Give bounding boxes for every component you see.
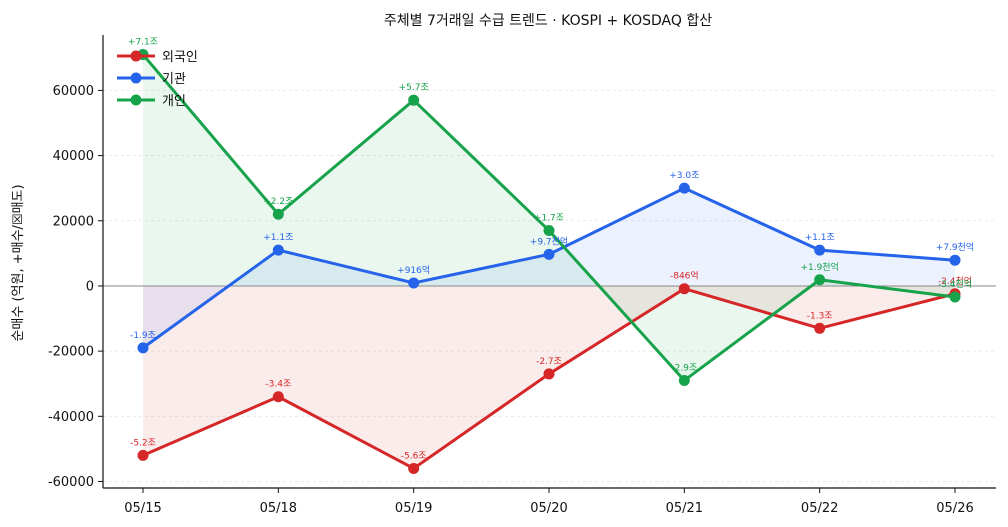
- legend-swatch-marker: [130, 94, 142, 106]
- data-point: [678, 182, 690, 194]
- data-point: [543, 368, 555, 380]
- data-point: [678, 374, 690, 386]
- data-point: [137, 342, 149, 354]
- data-point: [814, 244, 826, 256]
- legend-swatch-marker: [130, 72, 142, 84]
- axes: -60000 -40000 -20000 0 20000 40000 60000 05/15 0…: [48, 35, 996, 516]
- area-fill-0: [143, 285, 955, 469]
- data-label: -1.3조: [807, 311, 833, 321]
- y-tick-label: -40000: [48, 410, 94, 425]
- area-fill-1: [143, 188, 955, 348]
- data-label: +9.7천억: [530, 235, 568, 247]
- data-point: [408, 277, 420, 289]
- data-point: [678, 283, 690, 295]
- data-label: +1.1조: [263, 233, 293, 243]
- y-axis-label: 순매수 (억원, +매수/☒매도): [11, 184, 26, 341]
- data-label: +5.7조: [399, 83, 429, 93]
- x-tick-label: 05/19: [395, 501, 432, 516]
- data-point: [814, 322, 826, 334]
- data-point: [272, 391, 284, 403]
- data-label: -5.2조: [130, 438, 156, 448]
- data-label: -2.7조: [536, 357, 562, 367]
- y-tick-label: -20000: [48, 345, 94, 360]
- data-label: +3.0조: [669, 171, 699, 181]
- data-label: -2.4천억: [938, 275, 972, 287]
- data-point: [272, 244, 284, 256]
- data-point: [408, 462, 420, 474]
- x-tick-label: 05/15: [124, 501, 161, 516]
- x-tick-label: 05/21: [666, 501, 703, 516]
- data-label: +2.2조: [263, 197, 293, 207]
- data-label: -1.9조: [130, 331, 156, 341]
- legend-label: 개인: [162, 94, 186, 109]
- x-tick-label: 05/22: [801, 501, 838, 516]
- data-label: +1.9천억: [800, 261, 838, 273]
- area-fill-2: [143, 54, 955, 381]
- data-label: -5.6조: [401, 451, 427, 461]
- data-point: [543, 248, 555, 260]
- data-label: -2.9조: [671, 363, 697, 373]
- chart-title: 주체별 7거래일 수급 트렌드 · KOSPI + KOSDAQ 합산: [384, 13, 712, 29]
- data-point: [408, 94, 420, 106]
- data-point: [949, 254, 961, 266]
- data-point: [137, 449, 149, 461]
- series-points: [137, 49, 961, 474]
- y-tick-label: -60000: [48, 475, 94, 490]
- data-label: +1.1조: [805, 233, 835, 243]
- data-label: -3.4조: [265, 380, 291, 390]
- data-label: -846억: [670, 270, 699, 282]
- data-label: +916억: [397, 264, 430, 276]
- x-tick-label: 05/20: [530, 501, 567, 516]
- y-tick-label: 40000: [53, 149, 94, 164]
- x-tick-label: 05/18: [260, 501, 297, 516]
- data-labels: -5.2조 -3.4조 -5.6조 -2.7조 -846억 -1.3조 -2.4천억 -1.9…: [128, 38, 974, 462]
- data-point: [814, 274, 826, 286]
- data-point: [272, 208, 284, 220]
- y-tick-label: 60000: [53, 84, 94, 99]
- data-point: [949, 291, 961, 303]
- y-tick-label: 20000: [53, 214, 94, 229]
- data-point: [543, 225, 555, 237]
- legend-label: 기관: [162, 72, 186, 87]
- legend-swatch-marker: [130, 50, 142, 62]
- data-label: +7.1조: [128, 38, 158, 48]
- data-label: -3.4천억: [938, 278, 972, 290]
- legend-label: 외국인: [162, 50, 198, 65]
- y-tick-label: 0: [86, 279, 94, 294]
- x-tick-label: 05/26: [936, 501, 973, 516]
- data-label: +7.9천억: [936, 241, 974, 253]
- data-label: +1.7조: [534, 214, 564, 224]
- area-fills: [143, 54, 955, 469]
